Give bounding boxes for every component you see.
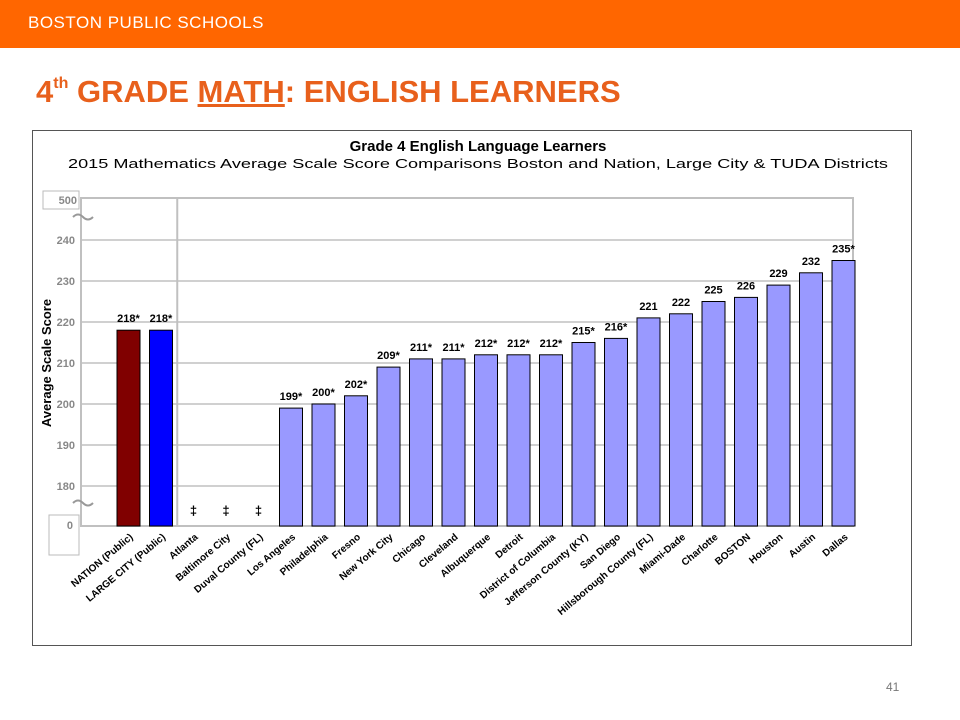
category-label-18: Charlotte bbox=[680, 532, 721, 569]
axis-break-bottom-box bbox=[48, 514, 80, 556]
bar-18 bbox=[701, 301, 726, 527]
bar-9 bbox=[409, 358, 433, 527]
value-label-22: 235* bbox=[832, 244, 855, 256]
bar-0 bbox=[116, 329, 141, 527]
title-subject: MATH bbox=[197, 74, 285, 109]
page-number: 41 bbox=[886, 680, 900, 694]
y-tick-label-230: 230 bbox=[57, 276, 75, 288]
bar-6 bbox=[311, 403, 336, 527]
value-label-17: 222 bbox=[672, 297, 690, 309]
axis-break-squiggle-bottom bbox=[72, 499, 94, 507]
value-label-0: 218* bbox=[117, 313, 140, 325]
bar-16 bbox=[636, 317, 661, 527]
bar-7 bbox=[344, 395, 368, 527]
bar-8 bbox=[376, 366, 401, 527]
bar-1 bbox=[149, 329, 173, 527]
category-label-22: Dallas bbox=[821, 532, 851, 560]
value-label-14: 215* bbox=[572, 326, 595, 338]
category-label-20: Houston bbox=[747, 532, 785, 566]
y-break-label-bottom: 0 bbox=[67, 520, 73, 532]
y-tick-label-190: 190 bbox=[57, 440, 75, 452]
value-label-13: 212* bbox=[540, 338, 563, 350]
bar-5 bbox=[279, 407, 303, 527]
chart-subtitle: 2015 Mathematics Average Scale Score Com… bbox=[68, 156, 889, 171]
chart-title: Grade 4 English Language Learners bbox=[350, 138, 607, 155]
value-label-3: ‡ bbox=[222, 503, 229, 518]
y-tick-label-220: 220 bbox=[57, 317, 75, 329]
value-label-10: 211* bbox=[442, 342, 465, 354]
y-break-label-top: 500 bbox=[59, 195, 77, 207]
bar-22 bbox=[831, 260, 856, 527]
value-label-19: 226 bbox=[737, 280, 755, 292]
y-tick-label-180: 180 bbox=[57, 481, 75, 493]
value-label-6: 200* bbox=[312, 387, 335, 399]
title-group: : ENGLISH LEARNERS bbox=[284, 74, 621, 109]
value-label-5: 199* bbox=[280, 391, 303, 403]
bar-10 bbox=[441, 358, 466, 527]
organization-name: BOSTON PUBLIC SCHOOLS bbox=[28, 13, 264, 32]
bar-20 bbox=[766, 284, 791, 527]
title-ordinal-suffix: th bbox=[53, 75, 69, 92]
value-label-18: 225 bbox=[704, 285, 722, 297]
value-label-4: ‡ bbox=[255, 503, 262, 518]
value-label-20: 229 bbox=[769, 268, 787, 280]
value-label-15: 216* bbox=[605, 321, 628, 333]
category-label-19: BOSTON bbox=[713, 532, 753, 568]
category-label-21: Austin bbox=[787, 532, 818, 560]
bar-19 bbox=[734, 296, 758, 527]
y-tick-label-200: 200 bbox=[57, 399, 75, 411]
bar-21 bbox=[799, 272, 823, 527]
value-label-12: 212* bbox=[507, 338, 530, 350]
bar-12 bbox=[506, 354, 531, 527]
value-label-9: 211* bbox=[410, 342, 433, 354]
y-tick-label-240: 240 bbox=[57, 235, 75, 247]
header-bar: BOSTON PUBLIC SCHOOLS bbox=[0, 0, 960, 48]
value-label-16: 221 bbox=[639, 301, 657, 313]
y-axis-label: Average Scale Score bbox=[39, 299, 54, 427]
value-label-11: 212* bbox=[475, 338, 498, 350]
bar-14 bbox=[571, 342, 596, 527]
slide-title: 4th GRADE MATH: ENGLISH LEARNERS bbox=[36, 74, 621, 110]
y-tick-label-210: 210 bbox=[57, 358, 75, 370]
value-label-1: 218* bbox=[150, 313, 173, 325]
value-label-8: 209* bbox=[377, 350, 400, 362]
value-label-7: 202* bbox=[345, 379, 368, 391]
axis-break-top-box bbox=[42, 190, 80, 210]
title-grade: GRADE bbox=[68, 74, 198, 109]
title-number: 4 bbox=[36, 74, 54, 109]
bar-15 bbox=[604, 337, 628, 527]
chart-frame: Grade 4 English Language Learners 2015 Ma… bbox=[32, 130, 912, 646]
value-label-21: 232 bbox=[802, 256, 820, 268]
bar-13 bbox=[539, 354, 563, 527]
bar-17 bbox=[669, 313, 693, 527]
axis-break-squiggle-top bbox=[72, 213, 94, 221]
bar-11 bbox=[474, 354, 498, 527]
value-label-2: ‡ bbox=[190, 503, 197, 518]
